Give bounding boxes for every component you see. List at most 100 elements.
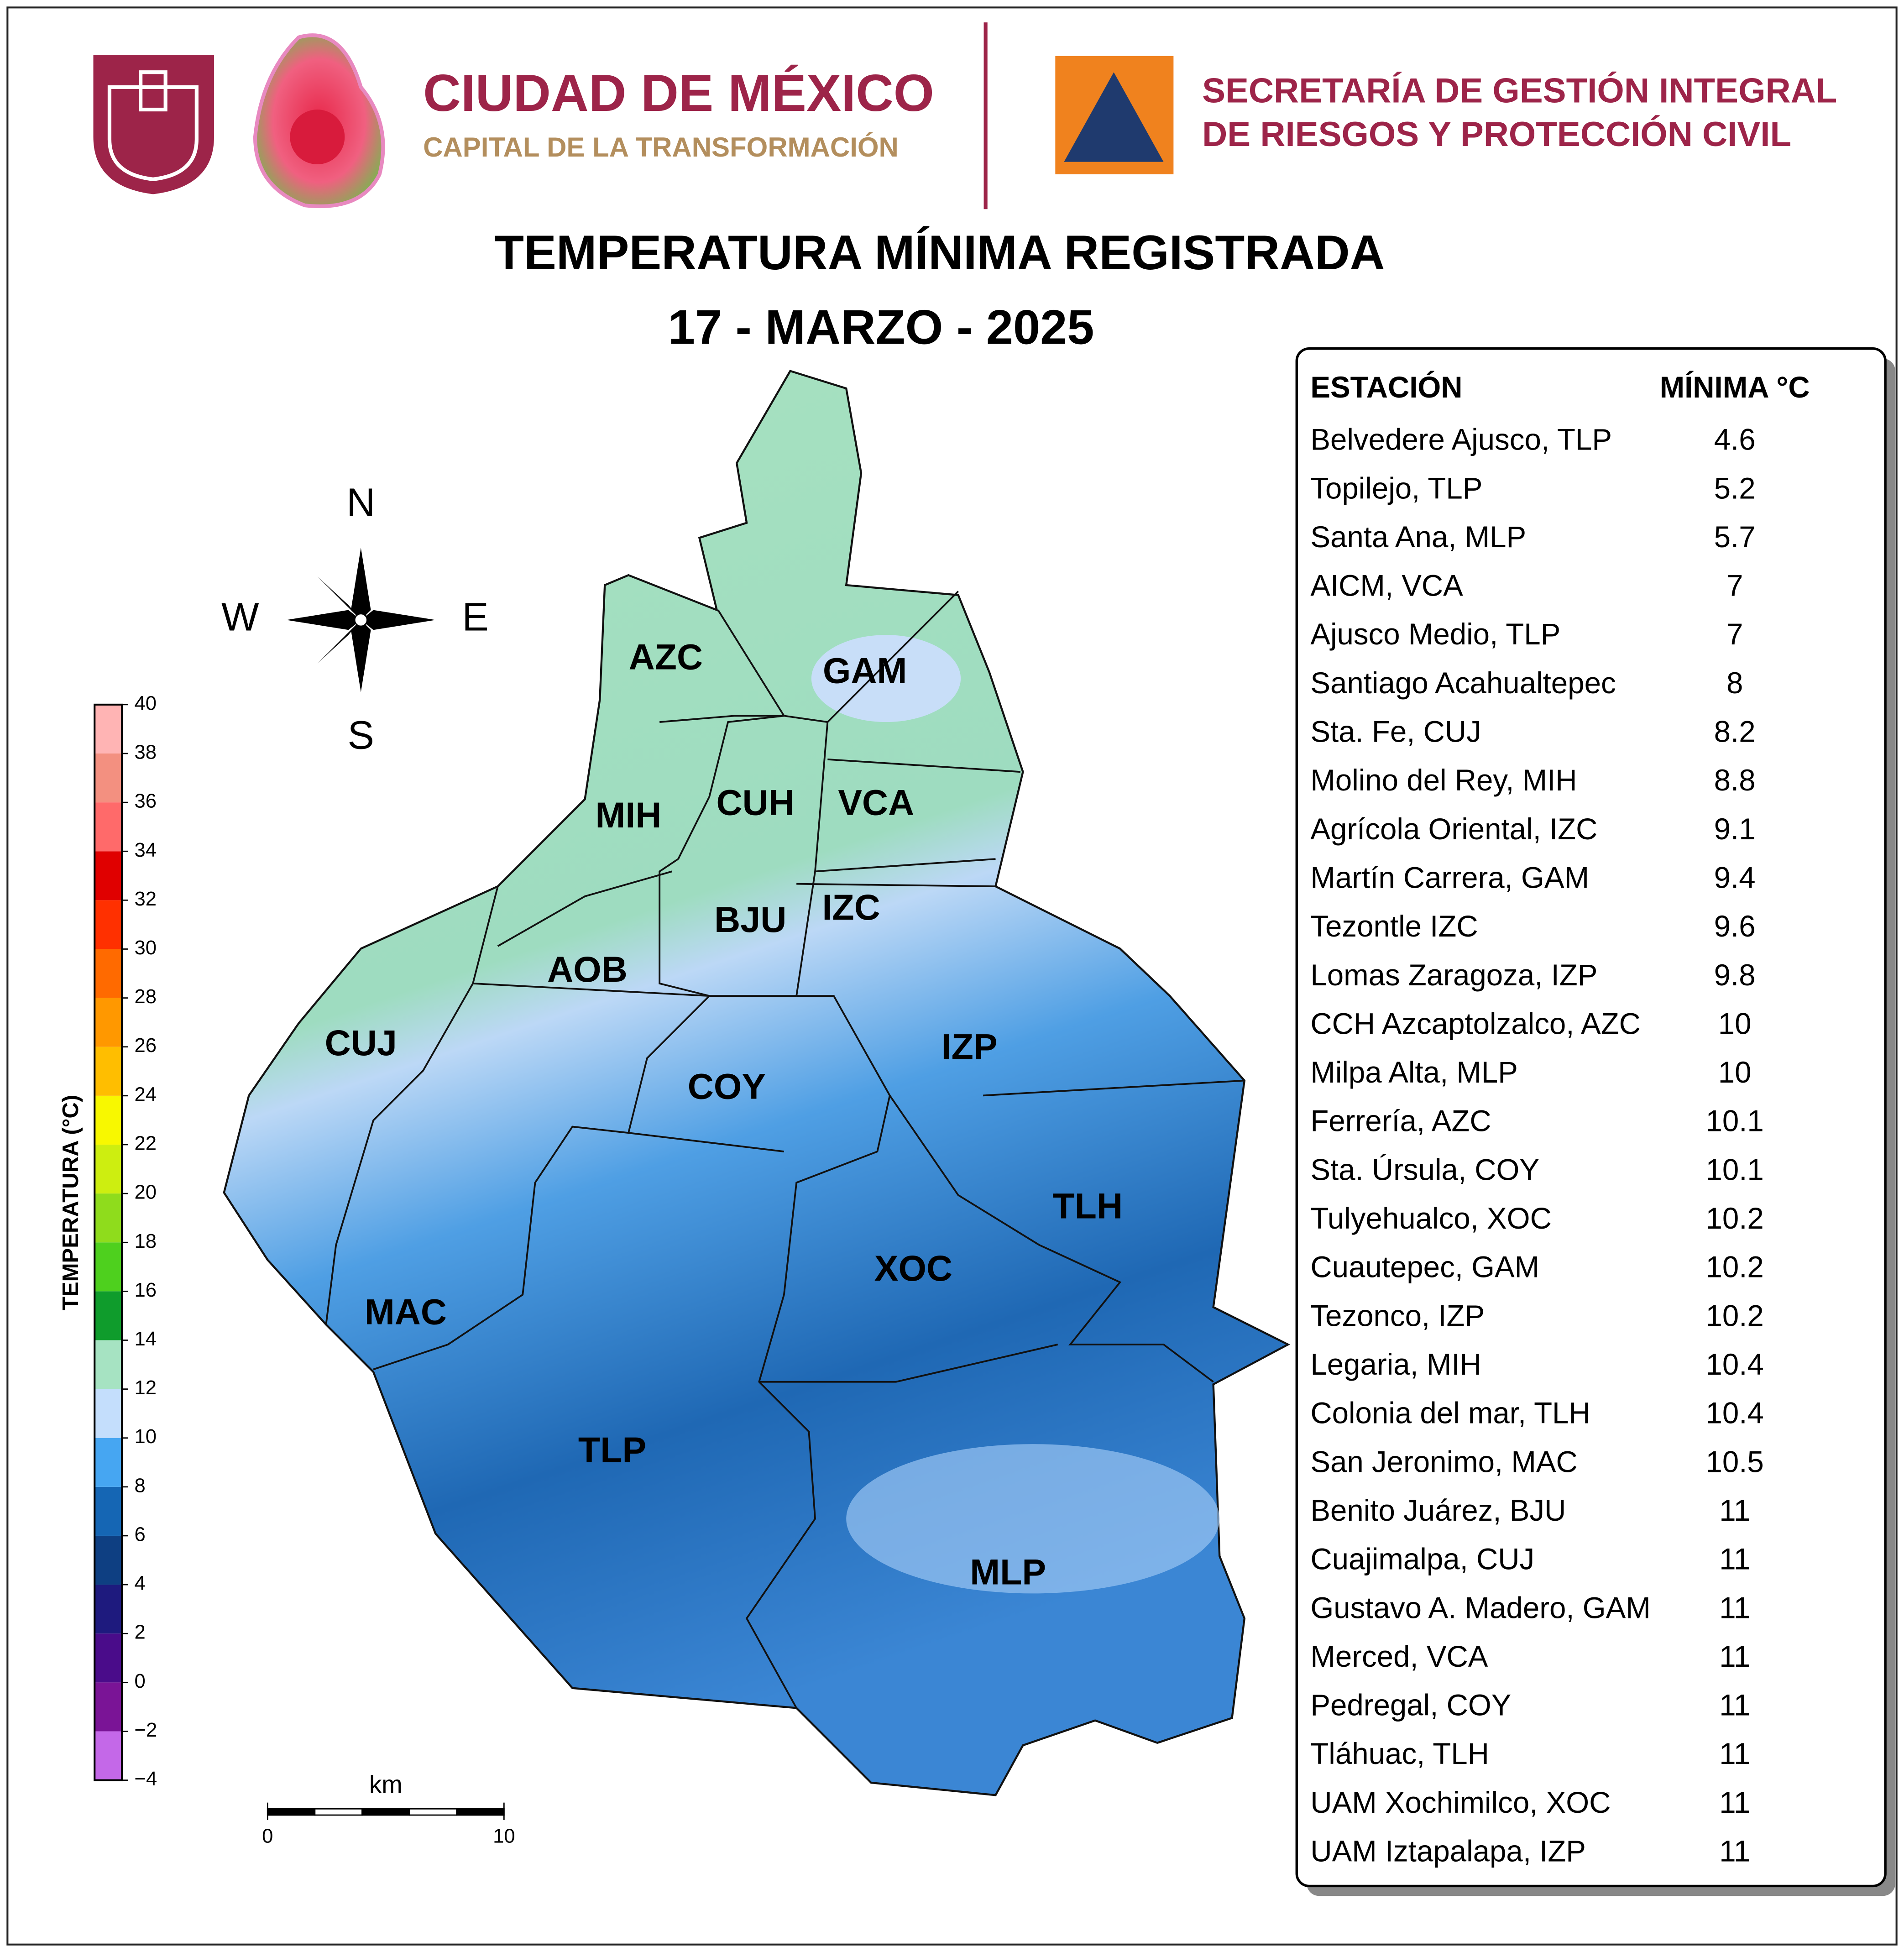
district-label: AOB xyxy=(547,949,628,989)
colorbar: −4−2024681012141618202224262830323436384… xyxy=(94,692,157,1790)
colorbar-segment xyxy=(94,1144,122,1194)
compass-north: N xyxy=(346,480,375,524)
station-min-temp: 10.1 xyxy=(1705,1104,1763,1138)
scale-bar: 0 10 xyxy=(262,1802,515,1847)
colorbar-segment xyxy=(94,1095,122,1145)
scale-segment xyxy=(314,1808,363,1816)
table-body: ESTACIÓN MÍNIMA °C Belvedere Ajusco, TLP 4.… xyxy=(1310,371,1810,1868)
colorbar-tick-label: 22 xyxy=(134,1133,157,1155)
colorbar-segment xyxy=(94,1633,122,1683)
colorbar-tick-label: 38 xyxy=(134,742,157,764)
station-min-temp: 10 xyxy=(1718,1007,1752,1040)
station-min-temp: 11 xyxy=(1719,1689,1750,1722)
colorbar-segment xyxy=(94,1291,122,1340)
station-name: Ferrería, AZC xyxy=(1310,1104,1491,1138)
colorbar-segment xyxy=(94,1047,122,1096)
station-name: Tezontle IZC xyxy=(1310,910,1478,943)
district-label: COY xyxy=(688,1066,766,1107)
station-min-temp: 11 xyxy=(1719,1591,1750,1624)
district-label: TLP xyxy=(578,1429,646,1470)
district-label: AZC xyxy=(629,637,703,677)
district-label: IZC xyxy=(822,887,880,927)
org-name: CIUDAD DE MÉXICO xyxy=(423,64,934,122)
station-name: Belvedere Ajusco, TLP xyxy=(1310,423,1612,456)
colorbar-tick-label: 2 xyxy=(134,1622,145,1643)
station-min-temp: 10.5 xyxy=(1705,1445,1763,1478)
station-min-temp: 11 xyxy=(1719,1543,1750,1576)
district-label: CUH xyxy=(717,782,795,823)
district-label: BJU xyxy=(714,899,786,940)
colorbar-segment xyxy=(94,1340,122,1389)
colorbar-tick-label: −2 xyxy=(134,1719,157,1741)
colorbar-tick-label: 32 xyxy=(134,888,157,910)
colorbar-tick-label: 26 xyxy=(134,1035,157,1057)
map-title: TEMPERATURA MÍNIMA REGISTRADA xyxy=(494,225,1385,280)
station-min-temp: 9.1 xyxy=(1714,812,1756,846)
colorbar-segment xyxy=(94,949,122,998)
cdmx-shield xyxy=(93,55,214,194)
station-name: CCH Azcaptolzalco, AZC xyxy=(1310,1007,1641,1040)
table-header: MÍNIMA °C xyxy=(1660,371,1810,404)
cdmx-emblem xyxy=(253,33,385,209)
colorbar-tick-label: 24 xyxy=(134,1083,157,1105)
station-name: Colonia del mar, TLH xyxy=(1310,1397,1590,1430)
station-min-temp: 10.2 xyxy=(1705,1251,1763,1284)
station-min-temp: 8 xyxy=(1726,666,1743,700)
station-name: Santa Ana, MLP xyxy=(1310,520,1526,554)
agency-line-1: SECRETARÍA DE GESTIÓN INTEGRAL xyxy=(1202,72,1837,110)
station-name: Merced, VCA xyxy=(1310,1640,1488,1673)
district-label: XOC xyxy=(874,1248,952,1288)
district-labels: AZC GAM MIH CUH VCA IZC BJU AOB CUJ IZP … xyxy=(325,637,1123,1592)
district-label: IZP xyxy=(942,1026,998,1067)
agency-line-2: DE RIESGOS Y PROTECCIÓN CIVIL xyxy=(1202,115,1791,154)
colorbar-segment xyxy=(94,1389,122,1438)
station-name: San Jeronimo, MAC xyxy=(1310,1445,1577,1478)
station-name: Tezonco, IZP xyxy=(1310,1299,1485,1332)
station-min-temp: 7 xyxy=(1726,618,1743,651)
scale-segment xyxy=(267,1808,316,1816)
colorbar-tick-label: 16 xyxy=(134,1279,157,1301)
scale-tick-label: 10 xyxy=(493,1826,515,1847)
colorbar-segment xyxy=(94,900,122,949)
colorbar-tick-label: 8 xyxy=(134,1475,145,1497)
station-name: Cuautepec, GAM xyxy=(1310,1251,1539,1284)
station-min-temp: 4.6 xyxy=(1714,423,1756,456)
scale-unit: km xyxy=(369,1771,403,1799)
colorbar-tick-label: 30 xyxy=(134,937,157,959)
compass-east: E xyxy=(462,595,489,639)
colorbar-tick-label: −4 xyxy=(134,1768,157,1790)
colorbar-tick-label: 18 xyxy=(134,1230,157,1252)
station-name: Sta. Fe, CUJ xyxy=(1310,715,1481,748)
station-name: Topilejo, TLP xyxy=(1310,471,1482,505)
relief xyxy=(846,1444,1220,1594)
station-name: Gustavo A. Madero, GAM xyxy=(1310,1591,1650,1624)
compass-west: W xyxy=(221,595,259,639)
district-label: VCA xyxy=(838,782,914,823)
district-label: MIH xyxy=(596,795,662,835)
colorbar-tick-label: 6 xyxy=(134,1523,145,1545)
colorbar-segment xyxy=(94,1193,122,1243)
station-name: UAM Iztapalapa, IZP xyxy=(1310,1835,1586,1868)
table-header: ESTACIÓN xyxy=(1310,371,1462,404)
station-min-temp: 11 xyxy=(1719,1737,1750,1770)
colorbar-segment xyxy=(94,753,122,803)
colorbar-tick-label: 12 xyxy=(134,1377,157,1399)
station-min-temp: 11 xyxy=(1719,1494,1750,1527)
colorbar-segment xyxy=(94,802,122,852)
district-label: GAM xyxy=(823,650,907,691)
station-name: UAM Xochimilco, XOC xyxy=(1310,1786,1611,1819)
station-min-temp: 10.1 xyxy=(1705,1153,1763,1186)
station-name: Pedregal, COY xyxy=(1310,1689,1511,1722)
station-name: Tláhuac, TLH xyxy=(1310,1737,1489,1770)
station-min-temp: 9.4 xyxy=(1714,861,1756,894)
colorbar-label: TEMPERATURA (°C) xyxy=(58,1095,83,1310)
compass-rose xyxy=(286,548,436,692)
station-name: Benito Juárez, BJU xyxy=(1310,1494,1566,1527)
scale-segment xyxy=(456,1808,505,1816)
station-min-temp: 9.8 xyxy=(1714,958,1756,992)
district-label: MAC xyxy=(365,1291,447,1332)
station-name: AICM, VCA xyxy=(1310,569,1463,602)
station-name: Agrícola Oriental, IZC xyxy=(1310,812,1597,846)
